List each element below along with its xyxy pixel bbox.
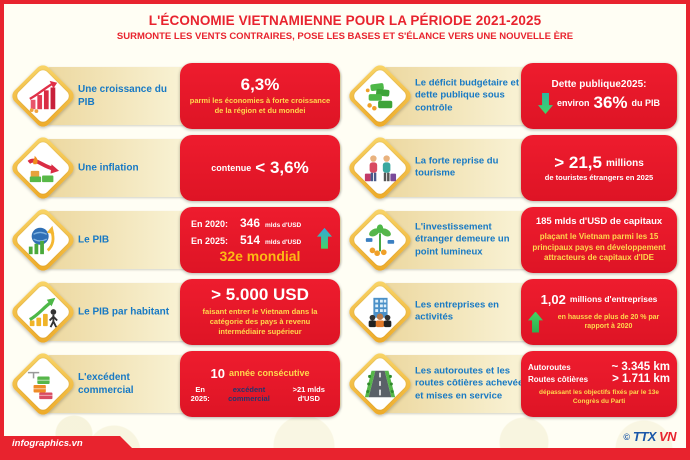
stat-value: > 1.711 km [612,373,670,386]
stat-label: L'investissement étranger demeure un poi… [415,221,510,258]
content-columns: Une croissance du PIB 6,3% parmi les éco… [4,62,686,418]
down-arrow-icon [538,93,553,114]
stat-suffix: du PIB [631,98,661,108]
stat-heading: 185 mlds d'USD de capitaux [535,215,663,227]
header: L'ÉCONOMIE VIETNAMIENNE POUR LA PÉRIODE … [4,4,686,42]
copyright-icon: © [623,431,630,442]
stat-caption: parmi les économies à forte croissance d… [189,96,331,116]
up-arrow-icon [528,311,543,333]
stat-box: contenue < 3,6% [180,135,340,201]
stat-caption: en hausse de plus de 20 % par rapport à … [557,313,660,330]
stat-row-inflation: Une inflation contenue < 3,6% [9,134,341,202]
growth-chart-icon [25,78,61,114]
stat-value: 36% [593,92,628,112]
logo-text-blue: TTX [632,429,657,444]
stat-value: > 5.000 USD [211,285,309,305]
ttxvn-logo: © TTX VN [623,429,676,444]
stat-row-highways: Les autoroutes et les routes côtières ac… [346,350,678,418]
stat-row-gdp: Le PIB En 2020: 346 mlds d'USD En 2025: … [9,206,341,274]
world-rank: 32e mondial [219,248,301,264]
stat-row-gdp-growth: Une croissance du PIB 6,3% parmi les éco… [9,62,341,130]
stat-row-enterprises: Les entreprises en activités 1,02 millio… [346,278,678,346]
site-banner: infographics.vn [4,436,136,452]
stat-label: L'excédent commercial [78,372,134,396]
stat-box: Autoroutes ~ 3.345 km Routes côtières > … [521,351,677,417]
stat-suffix: année consécutive [228,367,310,378]
stat-value: < 3,6% [255,157,309,177]
stat-heading: Dette publique2025: [551,78,647,90]
logo-text-red: VN [658,429,677,444]
stat-value: 1,02 [540,291,566,307]
stat-year: En 2020: [191,219,229,229]
stat-prefix: environ [556,98,590,108]
stat-value: ~ 3.345 km [611,361,670,374]
stat-label: Les autoroutes et les routes côtières ac… [415,365,529,402]
stat-amount: >21 mlds d'USD [292,384,325,403]
stat-year: En 2025: [191,236,229,246]
stat-row-public-debt: Le déficit budgétaire et la dette publiq… [346,62,678,130]
stat-label: Les entreprises en activités [415,299,499,323]
stat-box: 10 année consécutive En 2025: excédent c… [180,351,340,417]
stat-label: La forte reprise du tourisme [415,155,499,179]
stat-label: Le déficit budgétaire et la dette publiq… [415,77,530,114]
stat-row-trade-surplus: L'excédent commercial 10 année consécuti… [9,350,341,418]
stat-caption: faisant entrer le Vietnam dans la catégo… [202,307,318,337]
stat-unit: mlds d'USD [265,239,302,246]
investment-plant-icon [362,222,398,258]
stat-label: Le PIB [78,234,110,246]
stat-key: Autoroutes [528,363,571,373]
stat-caption: plaçant le Vietnam parmi les 15 principa… [532,231,666,263]
highway-icon [362,366,398,402]
stat-unit: mlds d'USD [265,222,302,229]
stat-label: Une croissance du PIB [78,84,167,108]
income-growth-icon [25,294,61,330]
stat-note: excédent commercial [228,384,270,403]
site-url: infographics.vn [12,438,83,449]
stat-box: 6,3% parmi les économies à forte croissa… [180,63,340,129]
page-subtitle: SURMONTE LES VENTS CONTRAIRES, POSE LES … [116,31,574,42]
stat-key: Routes côtières [528,375,589,385]
right-column: Le déficit budgétaire et la dette publiq… [346,62,678,418]
globe-gdp-icon [25,222,61,258]
left-column: Une croissance du PIB 6,3% parmi les éco… [9,62,341,418]
stat-value: 514 [240,233,261,247]
stat-label: Le PIB par habitant [78,306,170,318]
stat-year: En 2025: [190,384,210,403]
stat-box: > 21,5 millions de touristes étrangers e… [521,135,677,201]
stat-box: 185 mlds d'USD de capitaux plaçant le Vi… [521,207,677,273]
inflation-icon [25,150,61,186]
stat-value: 346 [240,216,261,230]
stat-value: 10 [210,365,225,381]
stat-caption: de touristes étrangers en 2025 [544,173,654,183]
stat-box: Dette publique2025: environ 36% du PIB [521,63,677,129]
stat-suffix: millions [605,157,644,169]
bottom-bar [4,448,686,456]
stat-suffix: millions d'entreprises [569,294,658,304]
stat-value: > 21,5 [554,152,602,172]
tourists-icon [362,150,398,186]
stat-prefix: contenue [211,163,252,173]
stat-label: Une inflation [78,162,139,174]
enterprise-building-icon [362,294,398,330]
trade-containers-icon [25,366,61,402]
stat-row-tourism: La forte reprise du tourisme > 21,5 mill… [346,134,678,202]
stat-value: 6,3% [240,74,280,94]
page-title: L'ÉCONOMIE VIETNAMIENNE POUR LA PÉRIODE … [148,13,542,28]
money-stack-icon [362,78,398,114]
stat-box: > 5.000 USD faisant entrer le Vietnam da… [180,279,340,345]
stat-row-gdp-per-capita: Le PIB par habitant > 5.000 USD faisant … [9,278,341,346]
stat-row-foreign-investment: L'investissement étranger demeure un poi… [346,206,678,274]
stat-caption: dépassant les objectifs fixés par le 13e… [539,389,659,405]
stat-box: 1,02 millions d'entreprises en hausse de… [521,279,677,345]
stat-box: En 2020: 346 mlds d'USD En 2025: 514 mld… [180,207,340,273]
